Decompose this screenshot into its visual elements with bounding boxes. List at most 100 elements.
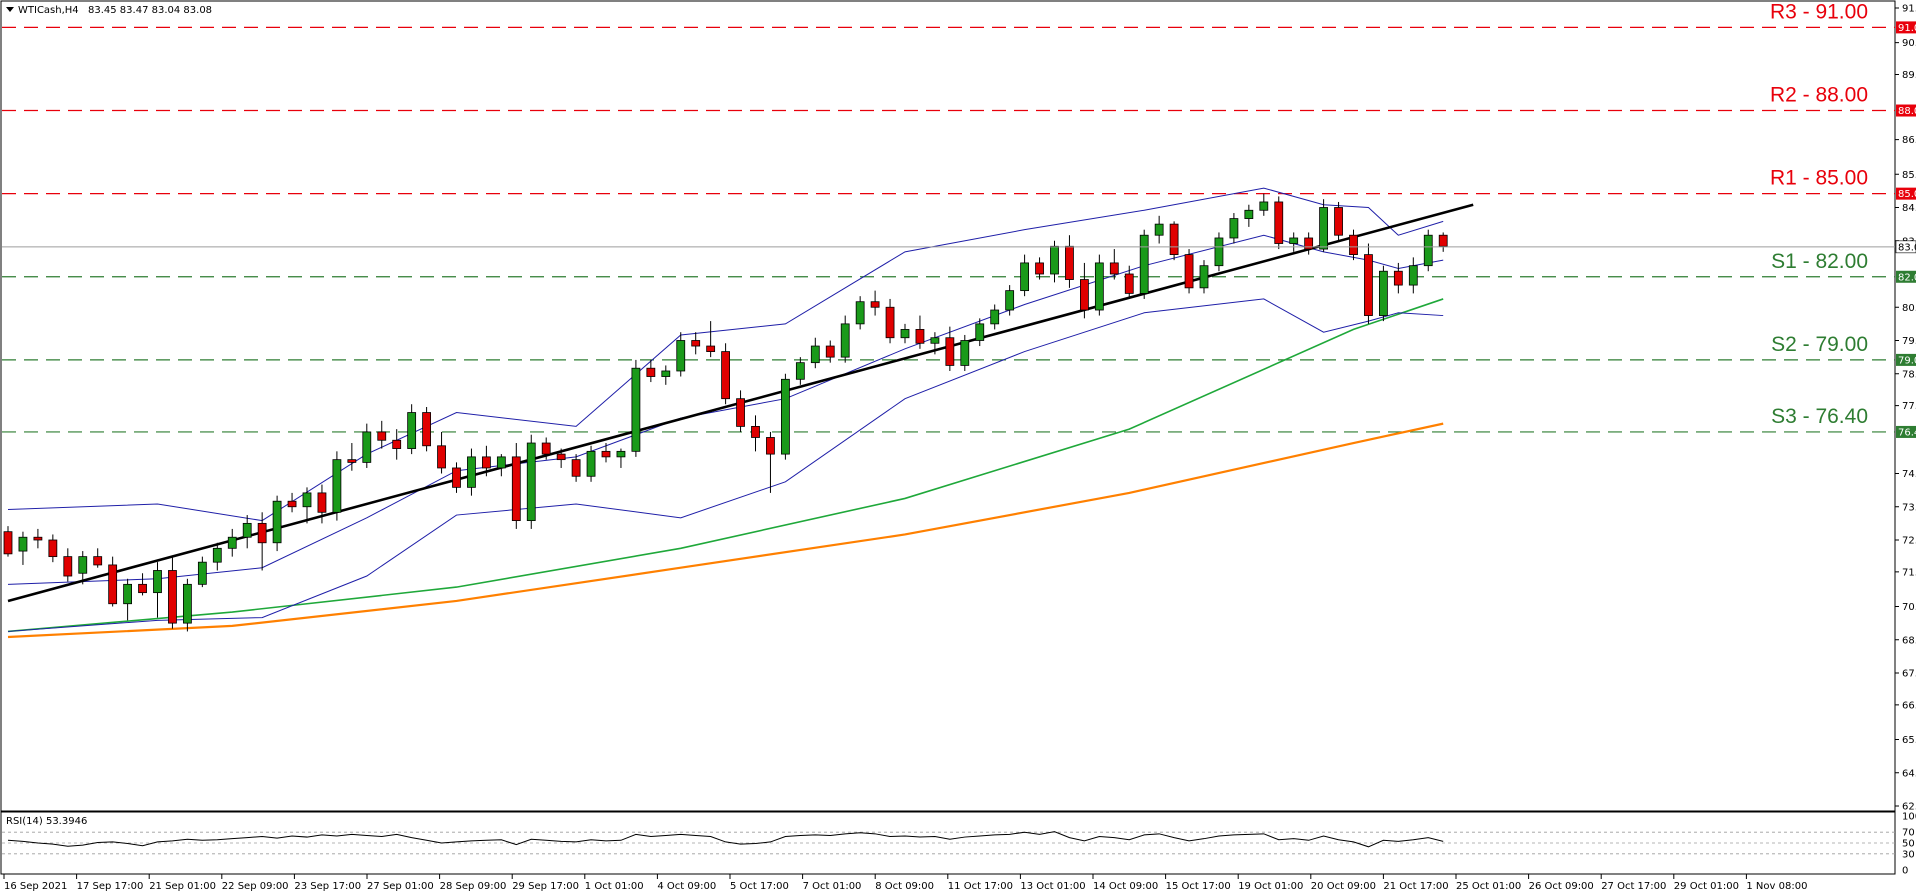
candle-body [1349, 234, 1358, 256]
candle-body [586, 450, 596, 477]
candle-body [825, 345, 835, 358]
candle-body [1334, 207, 1343, 236]
candle-body [1304, 237, 1314, 250]
candle [511, 443, 521, 529]
rsi-tick-label: 100 [1902, 812, 1916, 823]
candle-body [721, 351, 730, 400]
price-tick-label: 80.90 [1902, 303, 1916, 314]
candle [646, 359, 656, 383]
candle [1289, 232, 1299, 252]
candle-body [18, 536, 28, 552]
candle-body [1199, 265, 1209, 289]
candle-body [691, 340, 701, 347]
level-label-s3: S3 - 76.40 [1771, 405, 1868, 428]
time-tick-label: 7 Oct 01:00 [803, 881, 862, 892]
candle [990, 304, 1000, 330]
candle [33, 528, 43, 549]
candle [736, 390, 745, 432]
candle-body [242, 522, 252, 538]
candle-body [930, 337, 940, 344]
candle-body [541, 442, 551, 455]
time-tick-label: 28 Sep 09:00 [440, 881, 507, 892]
candle [1304, 232, 1314, 255]
candle-body [646, 367, 656, 377]
candle [810, 337, 820, 369]
candle [795, 357, 805, 385]
collapse-arrow-icon[interactable] [6, 7, 14, 12]
candle-body [1065, 245, 1074, 280]
candle-body [526, 442, 536, 522]
current-price-tag [1895, 240, 1916, 254]
candle [1154, 215, 1164, 244]
price-tick-label: 68.90 [1902, 635, 1916, 646]
candle-body [1364, 254, 1373, 316]
candle [1259, 193, 1269, 216]
candle [691, 332, 701, 355]
candle [3, 526, 13, 557]
rsi-line [7, 831, 1444, 848]
candle-body [751, 425, 760, 438]
time-tick-label: 1 Oct 01:00 [585, 881, 644, 892]
candle-body [1229, 218, 1239, 239]
candle [1319, 199, 1328, 252]
candle [302, 487, 312, 524]
candle [467, 448, 476, 496]
candle-body [108, 564, 118, 605]
price-tick-label: 66.55 [1902, 700, 1916, 711]
price-tick-label: 86.95 [1902, 135, 1916, 146]
candle-body [706, 345, 716, 352]
candle [526, 434, 536, 529]
candle [825, 340, 835, 363]
candle [1274, 196, 1284, 250]
candle [1393, 262, 1403, 294]
candle [496, 454, 506, 477]
candle [1005, 285, 1015, 316]
candle-body [392, 439, 402, 449]
candle [1080, 262, 1089, 319]
candle [48, 534, 58, 563]
candle-body [781, 378, 790, 455]
candle-body [467, 456, 476, 488]
candle [93, 548, 103, 568]
candle [257, 512, 267, 571]
time-tick-label: 23 Sep 17:00 [294, 881, 361, 892]
candle-body [571, 459, 581, 477]
candle [766, 431, 775, 493]
candle-body [317, 492, 327, 513]
time-tick-label: 1 Nov 08:00 [1746, 881, 1807, 892]
candle [452, 462, 461, 493]
candle-body [1124, 273, 1134, 294]
rsi-label: RSI(14) 53.3946 [6, 816, 87, 827]
level-price-tag-label: 82.00 [1898, 272, 1916, 283]
candle-body [3, 531, 13, 555]
candle [197, 556, 207, 588]
price-tick-label: 91.70 [1902, 4, 1916, 15]
price-tick-label: 89.30 [1902, 70, 1916, 81]
price-tick-label: 64.10 [1902, 768, 1916, 779]
level-price-tag [1896, 104, 1916, 117]
moving-average-orange [7, 422, 1444, 639]
candle [1094, 254, 1104, 316]
level-price-tag [1896, 425, 1916, 438]
candle [1050, 240, 1059, 283]
candle-body [182, 583, 192, 624]
candle [18, 531, 28, 565]
candle [153, 562, 162, 618]
candle [855, 296, 865, 330]
candle [1438, 232, 1448, 252]
candle-body [422, 412, 432, 447]
candle-body [1319, 207, 1328, 250]
candle [78, 551, 88, 585]
candle-body [1020, 262, 1029, 292]
candle-body [362, 431, 372, 463]
candle [63, 548, 73, 582]
candle-body [138, 583, 147, 594]
price-tick-label: 70.10 [1902, 602, 1916, 613]
candle [541, 437, 551, 460]
candle-body [1050, 245, 1059, 275]
candle-body [960, 340, 970, 366]
rsi-tick-label: 0 [1902, 866, 1908, 877]
candle-body [1379, 270, 1388, 316]
candle-body [915, 329, 925, 344]
